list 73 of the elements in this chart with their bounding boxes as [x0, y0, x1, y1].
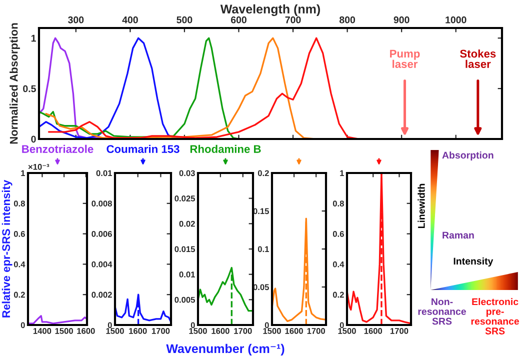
line-series — [272, 218, 326, 322]
y-tick-label: 0 — [340, 322, 344, 328]
y-tick-label: 0.005 — [174, 296, 195, 303]
x-tick-label: 1600 — [129, 328, 147, 334]
x-tick-label: 1700 — [307, 328, 326, 334]
y-tick-label: 0.1 — [258, 246, 269, 252]
text: Intensity — [454, 257, 494, 267]
x-tick-label: 1600 — [364, 328, 382, 334]
x-tick-label: 1700 — [152, 328, 170, 334]
y-tick-label: 0.8 — [332, 200, 344, 206]
y-tick-label: 0.006 — [92, 231, 112, 237]
x-tick-label: 400 — [122, 16, 138, 24]
y-tick-label: 1 — [31, 34, 36, 42]
annotation: Stokes laser — [460, 49, 496, 68]
x-axis-title: Wavenumber (cm⁻¹) — [166, 344, 284, 356]
y-tick-label: 0.2 — [258, 170, 269, 176]
y-tick-label: 0.4 — [14, 261, 26, 268]
y-tick-label: 0.015 — [174, 246, 195, 252]
y-tick-label: 0.6 — [332, 231, 344, 237]
x-tick-label: 1700 — [390, 328, 408, 334]
y-tick-label: 0.2 — [332, 292, 344, 298]
x-tick-label: 1500 — [106, 328, 124, 334]
y-tick-label: 0.03 — [179, 170, 195, 176]
y-tick-label: 0.6 — [14, 231, 25, 237]
y-tick-label: 0.8 — [14, 200, 25, 206]
x-tick-label: 300 — [68, 16, 84, 24]
series-label: Coumarin 153 — [106, 144, 180, 153]
y-tick-label: 0.2 — [14, 292, 25, 298]
x-tick-label: 900 — [394, 16, 410, 24]
x-tick-label: 800 — [340, 16, 356, 24]
x-tick-label: 1500 — [263, 328, 281, 334]
series-label: Rhodamine B — [190, 144, 261, 153]
annotation: Pump laser — [390, 50, 420, 68]
text: Linewidth — [418, 184, 425, 228]
text: Electronic pre- resonance SRS — [471, 298, 520, 334]
text: Non- resonance SRS — [418, 298, 466, 325]
y-tick-label: 0.4 — [332, 261, 344, 268]
x-tick-label: 1500 — [55, 328, 73, 334]
y-tick-label: 1 — [340, 170, 344, 176]
x-tick-label: 1400 — [33, 328, 52, 334]
y-tick-label: 0.02 — [179, 220, 195, 227]
x-tick-label: 1600 — [212, 328, 230, 334]
y-tick-label: 0.004 — [92, 261, 112, 268]
x-tick-label: 1600 — [77, 328, 95, 334]
y-tick-label: 0 — [264, 322, 269, 328]
y-tick-label: 0 — [20, 322, 25, 328]
series-label: Benzotriazole — [22, 144, 94, 153]
y-tick-label: 0.01 — [96, 170, 112, 176]
text: Raman — [442, 232, 474, 239]
x-tick-label: 500 — [176, 16, 192, 24]
x-tick-label: 1500 — [338, 328, 356, 334]
y-tick-label: 0 — [190, 322, 195, 328]
x-tick-label: 1700 — [234, 328, 252, 334]
y-tick-label: 1 — [21, 170, 25, 176]
text: Absorption — [442, 151, 494, 161]
x-axis-title: Wavelength (nm) — [220, 4, 320, 16]
x-tick-label: 1600 — [285, 328, 303, 334]
y-tick-label: 0.025 — [174, 196, 195, 202]
y-tick-label: 0.002 — [92, 292, 112, 298]
y-axis-title: Normalized Absorption — [10, 23, 20, 144]
x-tick-label: 700 — [285, 16, 301, 24]
y-tick-label: 0 — [31, 136, 36, 143]
text: ×10⁻³ — [28, 164, 50, 170]
y-tick-label: 0.5 — [23, 85, 36, 92]
y-axis-title: Relative epr-SRS intensity — [2, 180, 12, 318]
x-tick-label: 1000 — [446, 16, 466, 24]
x-tick-label: 600 — [230, 16, 246, 24]
line-series — [347, 173, 411, 324]
y-tick-label: 0.008 — [92, 200, 112, 206]
y-tick-label: 0 — [108, 322, 112, 328]
x-tick-label: 1500 — [189, 328, 207, 334]
y-tick-label: 0.01 — [179, 272, 195, 278]
line-series — [115, 294, 171, 323]
